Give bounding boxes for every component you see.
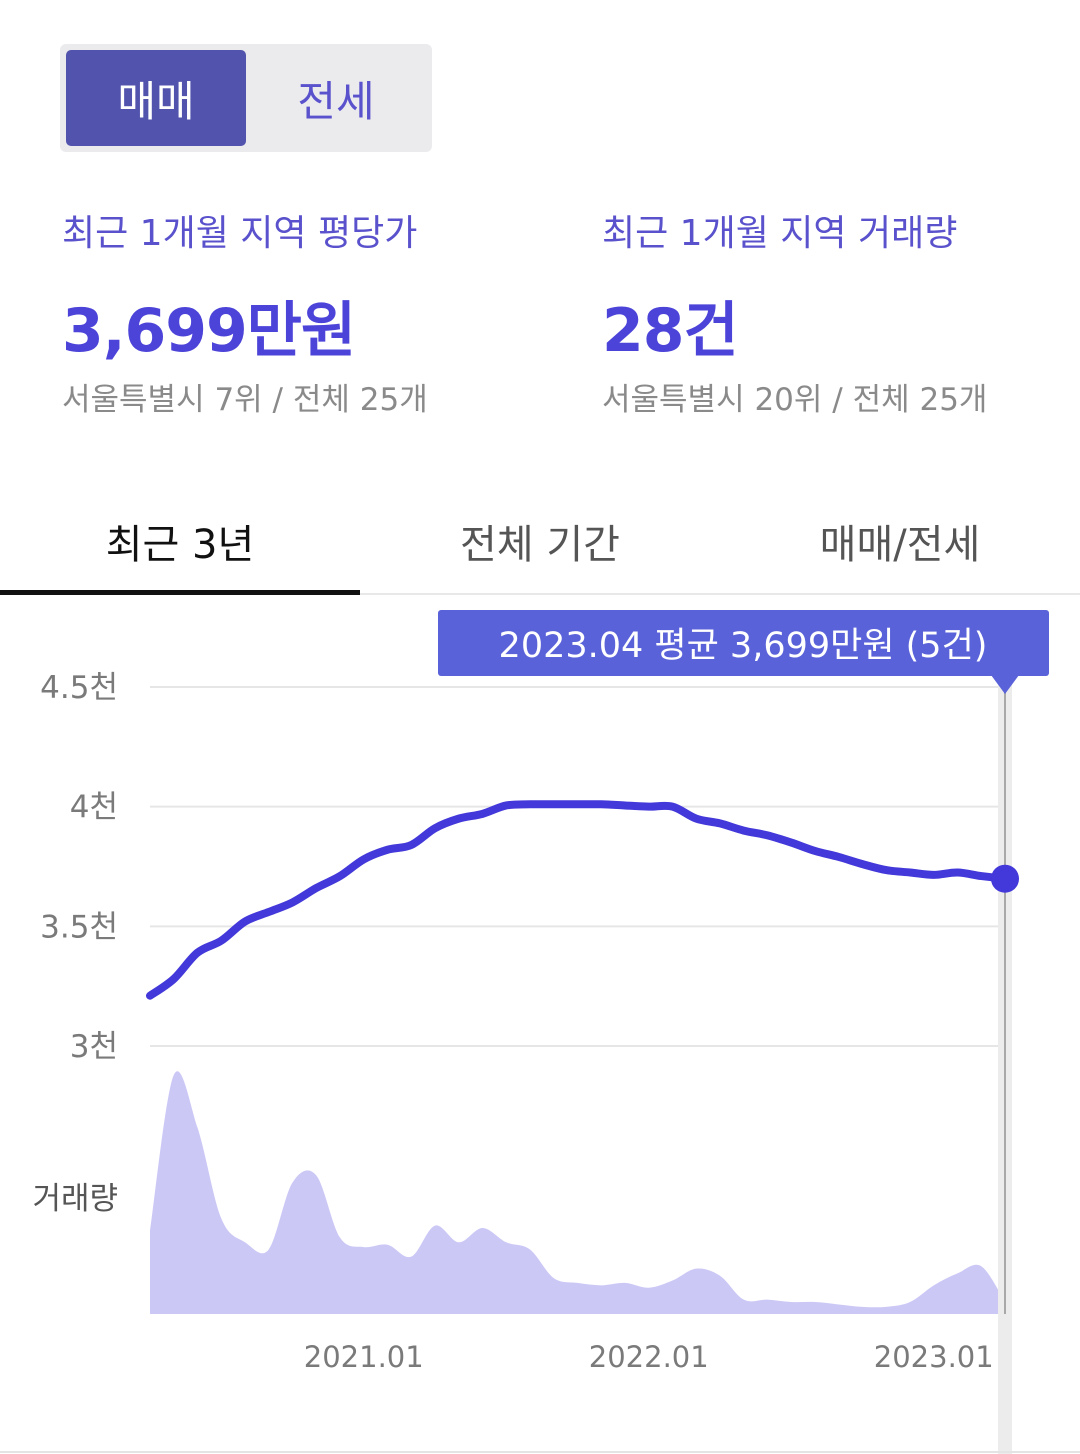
x-tick-label: 2022.01	[589, 1340, 709, 1374]
period-tabs: 최근 3년 전체 기간 매매/전세	[0, 500, 1080, 595]
price-line	[146, 800, 1009, 1000]
volume-stat-label: 최근 1개월 지역 거래량	[602, 213, 958, 254]
volume-area	[150, 1071, 1005, 1314]
volume-stat-value: 28건	[602, 296, 739, 366]
price-stat-rank: 서울특별시 7위 / 전체 25개	[62, 382, 428, 418]
tooltip-text: 2023.04 평균 3,699만원 (5건)	[499, 626, 988, 666]
x-tick-label: 2023.01	[874, 1340, 994, 1374]
tooltip-pointer	[991, 675, 1019, 694]
volume-axis-label: 거래량	[32, 1181, 118, 1217]
selected-data-point[interactable]	[991, 864, 1019, 893]
toggle-jeonse-button[interactable]: 전세	[297, 76, 375, 126]
price-stat-value: 3,699만원	[62, 296, 356, 366]
tooltip-box	[438, 610, 1049, 676]
price-stat-label: 최근 1개월 지역 평당가	[62, 213, 418, 254]
tab-sale-jeonse[interactable]: 매매/전세	[819, 522, 981, 568]
deal-type-toggle: 매매 전세	[60, 44, 432, 152]
tab-recent-3-years[interactable]: 최근 3년	[0, 500, 360, 595]
x-tick-label: 2021.01	[304, 1340, 424, 1374]
y-tick-label: 3.5천	[40, 909, 118, 945]
y-tick-label: 3천	[70, 1029, 118, 1065]
volume-stat-rank: 서울특별시 20위 / 전체 25개	[602, 382, 988, 418]
tab-all-period[interactable]: 전체 기간	[460, 522, 620, 568]
price-stat: 최근 1개월 지역 평당가 3,699만원 서울특별시 7위 / 전체 25개	[62, 204, 482, 419]
toggle-sale-button[interactable]: 매매	[66, 50, 246, 146]
y-tick-label: 4.5천	[40, 670, 118, 706]
volume-stat: 최근 1개월 지역 거래량 28건 서울특별시 20위 / 전체 25개	[602, 204, 1002, 419]
y-tick-label: 4천	[70, 790, 118, 826]
